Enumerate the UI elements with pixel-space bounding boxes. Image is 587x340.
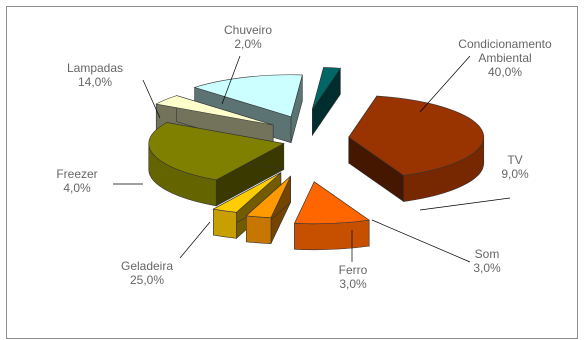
data-label-7: Lampadas 14,0% xyxy=(67,61,123,89)
data-label-name: Freezer xyxy=(56,167,97,181)
data-label-name: Som xyxy=(475,247,500,261)
data-labels: Condicionamento Ambiental 40,0%TV 9,0%Som 3,… xyxy=(56,23,552,291)
pie-slice-5 xyxy=(148,122,285,207)
pie-slice-8 xyxy=(312,67,341,137)
leader-line-1 xyxy=(419,55,471,113)
leader-line-3 xyxy=(371,219,471,263)
slice-top-face xyxy=(348,95,484,176)
data-label-value: 3,0% xyxy=(473,261,501,275)
chart-frame xyxy=(6,6,578,339)
data-label-name: Lampadas xyxy=(67,61,123,75)
data-label-name: Chuveiro xyxy=(224,23,272,37)
data-label-name: Ambiental xyxy=(478,51,531,65)
pie-slice-3 xyxy=(245,175,291,244)
leader-line-7 xyxy=(142,79,161,119)
data-label-5: Geladeira 25,0% xyxy=(121,259,173,287)
leader-line-5 xyxy=(179,221,211,259)
data-label-3: Som 3,0% xyxy=(473,247,501,275)
data-label-name: Ferro xyxy=(339,263,368,277)
slice-outer-wall xyxy=(245,215,272,244)
slice-top-face xyxy=(245,175,291,218)
slice-outer-wall xyxy=(294,219,370,251)
leader-line-2 xyxy=(419,197,511,211)
data-label-value: 25,0% xyxy=(130,273,164,287)
data-label-value: 14,0% xyxy=(78,75,112,89)
data-label-value: 3,0% xyxy=(339,277,367,291)
slice-top-face xyxy=(294,181,370,225)
data-label-value: 40,0% xyxy=(488,65,522,79)
pie-slices xyxy=(148,67,485,251)
slice-top-face xyxy=(148,122,285,181)
data-label-name: Condicionamento xyxy=(458,37,552,51)
slice-outer-wall xyxy=(213,208,237,239)
slice-top-face xyxy=(212,172,282,213)
data-label-2: TV 9,0% xyxy=(501,153,529,181)
slice-top-face xyxy=(312,67,341,110)
pie-slice-2 xyxy=(294,181,370,251)
data-label-1: Condicionamento Ambiental 40,0% xyxy=(458,37,552,79)
data-label-value: 9,0% xyxy=(501,167,529,181)
pie-slice-1 xyxy=(348,95,485,203)
data-label-name: TV xyxy=(507,153,522,167)
data-label-6: Freezer 4,0% xyxy=(56,167,97,195)
data-label-value: 2,0% xyxy=(234,37,262,51)
leader-line-8 xyxy=(221,55,241,105)
data-label-8: Chuveiro 2,0% xyxy=(224,23,272,51)
data-label-name: Geladeira xyxy=(121,259,173,273)
data-label-4: Ferro 3,0% xyxy=(339,263,368,291)
slice-top-face xyxy=(193,74,303,118)
slice-top-face xyxy=(155,95,274,126)
data-label-value: 4,0% xyxy=(63,181,91,195)
